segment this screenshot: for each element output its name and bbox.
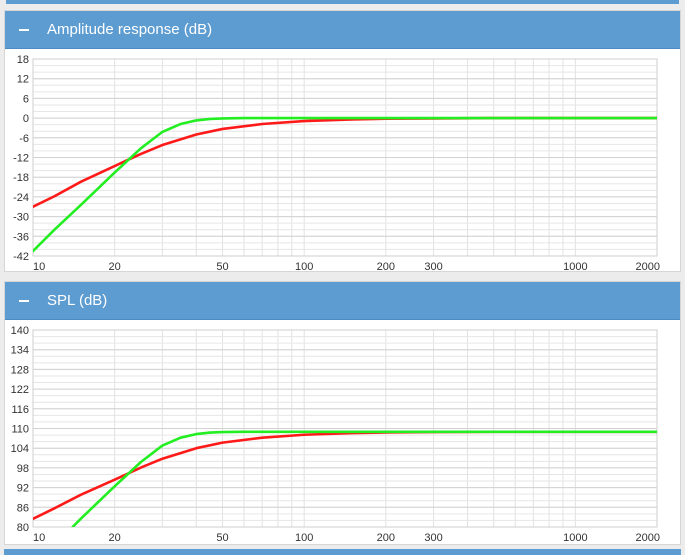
y-tick-label: 0 xyxy=(23,113,29,125)
y-tick-label: 128 xyxy=(11,364,29,376)
spl-panel-header[interactable]: SPL (dB) xyxy=(5,282,680,320)
amplitude-panel-title: Amplitude response (dB) xyxy=(47,21,213,38)
x-tick-label: 10 xyxy=(33,532,45,544)
y-tick-label: 140 xyxy=(11,325,29,337)
series-line-2 xyxy=(71,430,657,527)
x-tick-label: 20 xyxy=(109,532,121,544)
x-tick-label: 300 xyxy=(424,532,442,544)
next-panel-edge xyxy=(4,549,681,555)
y-tick-label: 116 xyxy=(11,404,29,416)
plot-frame xyxy=(32,58,658,257)
x-tick-label: 200 xyxy=(377,261,395,273)
y-tick-label: -6 xyxy=(19,133,29,145)
y-tick-label: -18 xyxy=(13,172,29,184)
spl-chart: 140 134 128 122 116 110 104 98 92 86 80 10 20 50 100 20… xyxy=(11,325,660,544)
amplitude-panel-header[interactable]: Amplitude response (dB) xyxy=(5,11,680,49)
series-line-2 xyxy=(33,116,657,253)
y-tick-label: -30 xyxy=(13,212,29,224)
y-tick-label: 104 xyxy=(11,443,29,455)
y-tick-label: 6 xyxy=(23,93,29,105)
y-tick-label: -42 xyxy=(13,251,29,263)
spl-panel-title: SPL (dB) xyxy=(47,292,108,309)
y-tick-label: 134 xyxy=(11,345,29,357)
y-tick-label: 122 xyxy=(11,384,29,396)
x-tick-label: 300 xyxy=(424,261,442,273)
y-tick-label: -12 xyxy=(13,153,29,165)
x-tick-label: 50 xyxy=(216,532,228,544)
amplitude-chart: 18 12 6 0 -6 -12 -18 -24 -30 -36 -42 10 20 50 100 200 30… xyxy=(13,54,660,273)
y-tick-label: 86 xyxy=(17,502,29,514)
collapse-toggle-icon[interactable] xyxy=(9,282,39,319)
y-tick-label: 110 xyxy=(11,424,29,436)
y-tick-label: -36 xyxy=(13,231,29,243)
x-tick-label: 50 xyxy=(216,261,228,273)
x-tick-label: 10 xyxy=(33,261,45,273)
x-tick-label: 2000 xyxy=(636,261,660,273)
x-tick-label: 2000 xyxy=(636,532,660,544)
y-tick-label: 98 xyxy=(17,463,29,475)
plot-frame xyxy=(32,329,658,528)
y-tick-label: 80 xyxy=(17,522,29,534)
x-tick-label: 1000 xyxy=(563,261,587,273)
y-tick-label: 18 xyxy=(17,54,29,66)
top-panel-edge xyxy=(6,0,679,4)
collapse-toggle-icon[interactable] xyxy=(9,11,39,48)
x-tick-label: 100 xyxy=(295,532,313,544)
y-tick-label: 92 xyxy=(17,483,29,495)
amplitude-response-panel: Amplitude response (dB) 18 12 6 0 -6 -12 -18 -2… xyxy=(4,10,681,273)
x-tick-label: 100 xyxy=(295,261,313,273)
x-tick-label: 1000 xyxy=(563,532,587,544)
spl-panel: SPL (dB) 140 134 128 122 116 110 104 98 92 86 80 10… xyxy=(4,281,681,545)
y-tick-label: 12 xyxy=(17,74,29,86)
x-tick-label: 200 xyxy=(377,532,395,544)
y-tick-label: -24 xyxy=(13,192,29,204)
x-tick-label: 20 xyxy=(109,261,121,273)
